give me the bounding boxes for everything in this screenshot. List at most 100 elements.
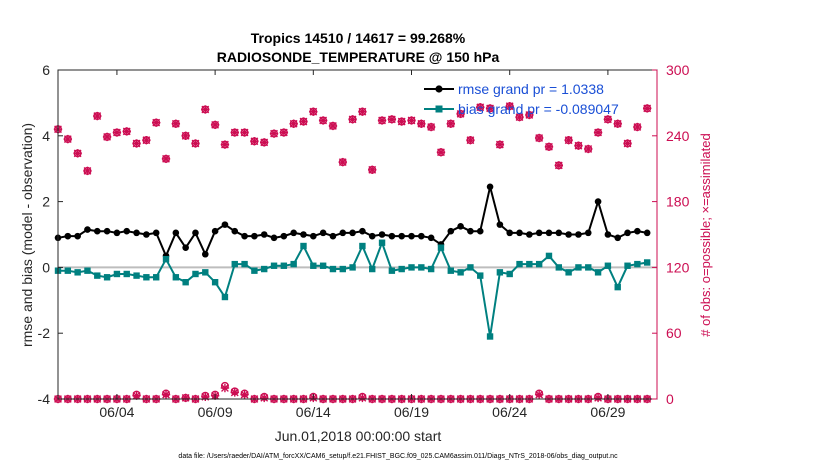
bias-data-point (133, 272, 140, 279)
bias-data-point (192, 270, 199, 278)
assimilated-count-point (250, 137, 259, 146)
rmse-data-point (496, 221, 504, 228)
rmse-data-point (476, 227, 484, 235)
assimilated-count-point (122, 127, 131, 136)
rmse-data-point (133, 229, 140, 237)
assimilated-baseline-point (240, 390, 249, 399)
bias-data-point (427, 265, 435, 273)
assimilated-count-point (348, 115, 357, 124)
y2-tick-label: 120 (666, 259, 690, 275)
bias-data-point (143, 274, 150, 281)
rmse-data-point (526, 231, 533, 238)
x-tick-label: 06/19 (394, 404, 429, 420)
rmse-data-point (614, 234, 622, 242)
rmse-data-point (319, 229, 327, 237)
bias-data-point (172, 274, 180, 281)
assimilated-count-point (387, 115, 397, 124)
assimilated-count-point (495, 140, 505, 149)
y-tick-label: -4 (38, 391, 51, 407)
rmse-data-point (378, 231, 386, 238)
rmse-data-point (251, 232, 258, 240)
assimilated-count-point (377, 116, 387, 125)
bias-data-point (369, 265, 376, 273)
rmse-data-point (310, 232, 317, 240)
assimilated-count-point (328, 121, 338, 131)
assimilated-baseline-point (161, 390, 171, 399)
assimilated-count-point (613, 119, 622, 128)
bias-data-point (496, 269, 504, 276)
assimilated-count-point (191, 139, 200, 148)
assimilated-count-point (260, 138, 269, 147)
rmse-data-point (555, 229, 563, 237)
assimilated-baseline-point (534, 390, 544, 399)
x-tick-label: 06/09 (198, 404, 233, 420)
assimilated-baseline-point (260, 393, 269, 403)
rmse-data-point (329, 232, 337, 240)
bias-data-point (211, 279, 219, 286)
assimilated-count-point (210, 120, 220, 130)
assimilated-count-point (505, 101, 514, 111)
y2-tick-label: 240 (666, 128, 690, 144)
x-tick-label: 06/24 (492, 404, 527, 420)
rmse-data-point (584, 229, 592, 237)
assimilated-count-point (476, 103, 485, 112)
assimilated-count-point (525, 110, 534, 120)
chart-title: Tropics 14510 / 14617 = 99.268% (251, 30, 466, 46)
assimilated-count-point (102, 132, 112, 142)
bias-data-point (103, 274, 111, 281)
assimilated-count-point (642, 104, 652, 113)
bias-data-point (545, 252, 553, 260)
bias-data-point (152, 274, 160, 281)
y2-tick-label: 180 (666, 194, 690, 210)
rmse-data-point (152, 229, 160, 237)
legend-rmse-marker (435, 85, 443, 93)
rmse-data-point (368, 232, 376, 240)
rmse-data-point (221, 221, 229, 228)
rmse-data-point (123, 227, 131, 235)
bias-data-point (231, 260, 238, 268)
assimilated-count-point (230, 128, 239, 137)
assimilated-count-point (309, 107, 318, 116)
legend-bias-marker (435, 105, 443, 113)
assimilated-count-point (93, 111, 102, 121)
rmse-data-point (113, 229, 121, 237)
y-tick-label: 4 (42, 128, 50, 144)
bias-data-point (94, 272, 101, 279)
assimilated-count-point (515, 112, 524, 122)
x-axis-label: Jun.01,2018 00:00:00 start (275, 428, 442, 444)
legend: rmse grand pr = 1.0338 bias grand pr = -… (424, 81, 619, 117)
bias-data-point (290, 260, 297, 268)
rmse-data-point (192, 229, 199, 237)
footer-data-file: data file: /Users/raeder/DAI/ATM_forcXX/… (178, 453, 618, 460)
bias-data-point (506, 270, 513, 278)
rmse-data-point (241, 232, 248, 240)
assimilated-count-point (554, 161, 564, 170)
assimilated-count-point (171, 119, 181, 128)
assimilated-count-point (426, 122, 436, 132)
legend-rmse-label: rmse grand pr = 1.0338 (458, 81, 604, 97)
rmse-data-point (290, 229, 297, 237)
bias-data-point (64, 267, 72, 274)
rmse-data-point (143, 231, 150, 238)
rmse-data-point (408, 232, 415, 240)
bias-data-point (349, 264, 356, 271)
assimilated-count-point (534, 133, 544, 143)
bias-data-point (280, 262, 288, 269)
assimilated-count-point (593, 128, 603, 137)
assimilated-count-point (417, 119, 426, 128)
rmse-data-point (182, 244, 189, 251)
rmse-data-point (103, 227, 111, 235)
bias-data-point (486, 333, 494, 340)
bias-data-point (565, 269, 572, 276)
rmse-data-point (457, 222, 464, 230)
rmse-data-point (280, 232, 288, 240)
bias-data-point (516, 260, 523, 268)
rmse-data-point (634, 227, 641, 235)
rmse-data-point (84, 226, 91, 233)
assimilated-count-point (338, 157, 347, 167)
bias-data-point (378, 239, 386, 246)
bias-data-point (555, 264, 563, 271)
rmse-data-point (545, 229, 553, 237)
y-tick-label: 2 (42, 194, 50, 210)
series-layer (54, 183, 651, 340)
